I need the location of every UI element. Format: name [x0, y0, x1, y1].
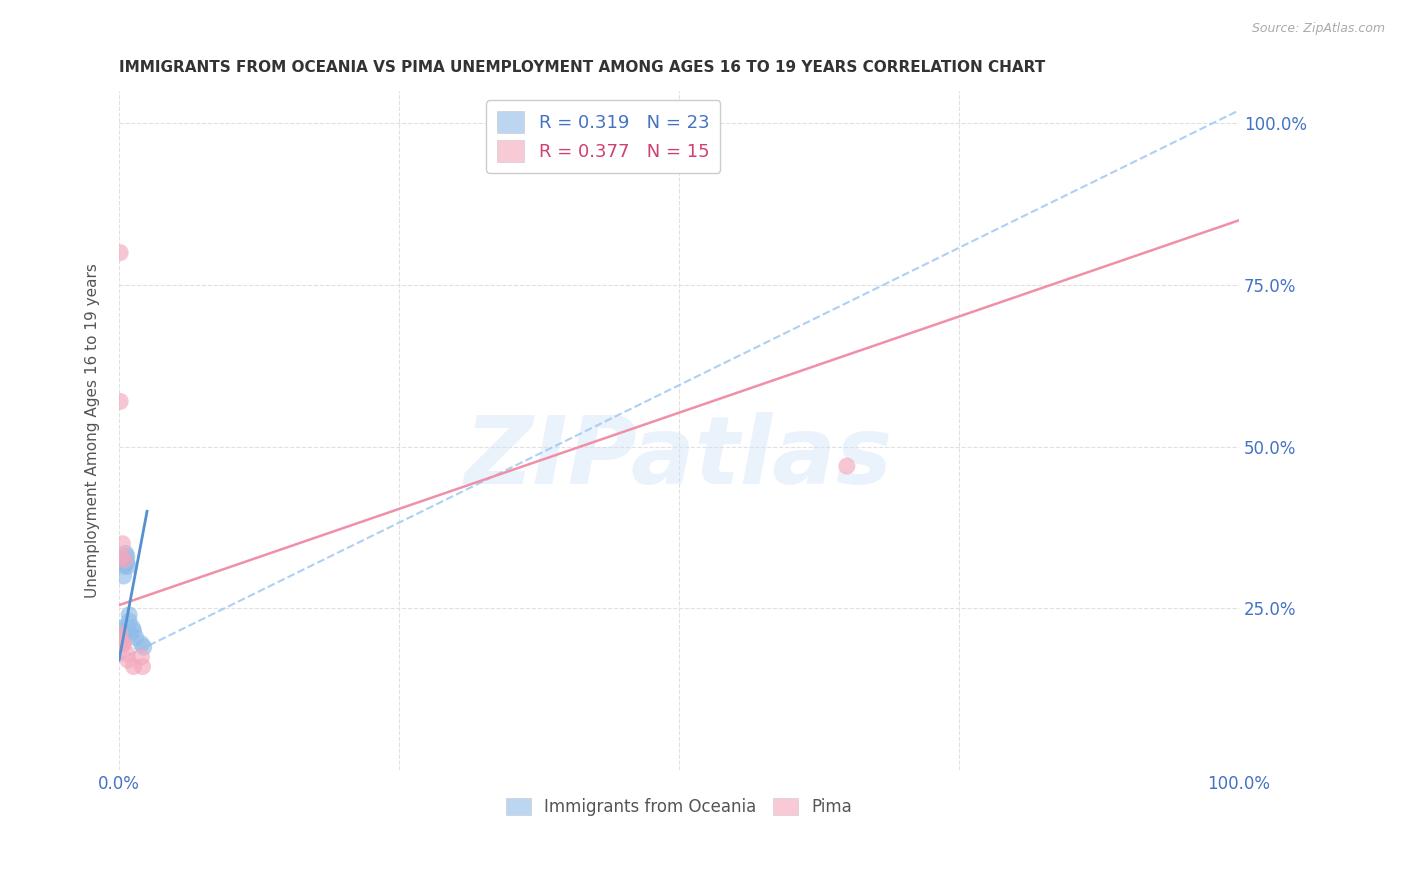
Point: [112, 637, 135, 651]
Point: [112, 556, 135, 570]
Point: [110, 631, 132, 645]
Point: [122, 624, 145, 638]
Point: [111, 637, 134, 651]
Point: [115, 556, 138, 570]
Point: [114, 553, 136, 567]
Text: ZIPatlas: ZIPatlas: [465, 412, 893, 504]
Point: [108, 627, 131, 641]
Point: [125, 631, 148, 645]
Point: [115, 549, 138, 564]
Point: [110, 549, 132, 564]
Point: [131, 649, 153, 664]
Point: [121, 621, 143, 635]
Point: [111, 537, 134, 551]
Point: [108, 245, 131, 260]
Point: [114, 556, 136, 570]
Point: [117, 559, 139, 574]
Point: [110, 624, 132, 638]
Point: [122, 659, 145, 673]
Text: IMMIGRANTS FROM OCEANIA VS PIMA UNEMPLOYMENT AMONG AGES 16 TO 19 YEARS CORRELATI: IMMIGRANTS FROM OCEANIA VS PIMA UNEMPLOY…: [120, 60, 1045, 75]
Y-axis label: Unemployment Among Ages 16 to 19 years: Unemployment Among Ages 16 to 19 years: [86, 263, 100, 598]
Point: [111, 631, 134, 645]
Point: [108, 627, 131, 641]
Text: Source: ZipAtlas.com: Source: ZipAtlas.com: [1251, 22, 1385, 36]
Point: [114, 559, 136, 574]
Point: [114, 546, 136, 560]
Point: [835, 459, 858, 474]
Point: [111, 637, 134, 651]
Legend: Immigrants from Oceania, Pima: Immigrants from Oceania, Pima: [499, 791, 859, 822]
Point: [114, 553, 136, 567]
Point: [117, 653, 139, 667]
Point: [112, 569, 135, 583]
Point: [132, 640, 155, 654]
Point: [131, 659, 153, 673]
Point: [131, 637, 153, 651]
Point: [108, 394, 131, 409]
Point: [108, 631, 131, 645]
Point: [115, 647, 138, 661]
Point: [108, 621, 131, 635]
Point: [118, 607, 141, 622]
Point: [118, 614, 141, 628]
Point: [120, 627, 142, 641]
